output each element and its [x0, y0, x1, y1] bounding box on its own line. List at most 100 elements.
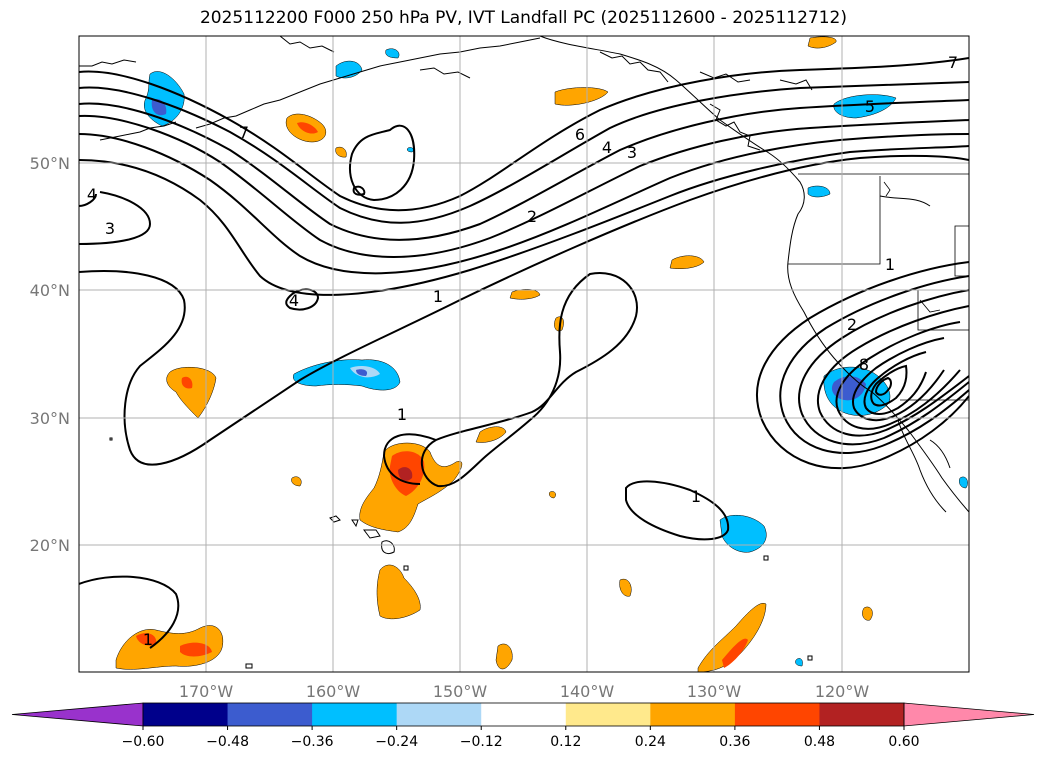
contour-label: 1: [691, 487, 701, 506]
colorbar-segment: [312, 703, 398, 726]
colorbar-segment: [481, 703, 567, 726]
colorbar-tick-label: 0.48: [804, 734, 835, 750]
colorbar-extend-high: [903, 702, 1035, 727]
shade-blob: [619, 578, 632, 597]
colorbar-tick-label: −0.36: [291, 734, 334, 750]
colorbar-segment: [396, 703, 482, 726]
pv-contour: [79, 575, 180, 649]
contour-label: 7: [948, 53, 958, 72]
pv-contour: [79, 145, 969, 296]
pv-contour: [79, 191, 152, 245]
pv-contour: [382, 433, 437, 485]
alaska-coast: [79, 36, 813, 141]
colorbar-segment: [143, 703, 229, 726]
colorbar-segment: [227, 703, 313, 726]
colorbar-tick-label: −0.60: [122, 734, 165, 750]
shade-blob: [833, 94, 897, 119]
contour-label: 5: [865, 97, 875, 116]
colorbar-segment: [819, 703, 905, 726]
shade-blob: [398, 467, 413, 481]
shade-blob: [495, 643, 513, 670]
colorbar: −0.60 −0.48 −0.36 −0.24 −0.12 0.12 0.24 0.36 0.4…: [11, 702, 1035, 750]
lat-label: 20°N: [30, 536, 70, 555]
colorbar-outline: [142, 702, 905, 727]
colorbar-segment: [734, 703, 820, 726]
shade-blob: [719, 514, 767, 553]
shade-blob: [697, 602, 767, 672]
map-background: [79, 36, 969, 672]
colorbar-tick-label: −0.48: [206, 734, 249, 750]
shade-blob: [475, 426, 507, 443]
map-content: 7 6 4 3 2 1 4 3 7 5 1 1 1 1 4 8 2: [79, 36, 969, 672]
pv-contour: [798, 289, 969, 446]
pv-contour: [79, 57, 969, 212]
shade-blob: [136, 633, 157, 646]
shade-blob: [297, 122, 318, 134]
pv-contour: [420, 272, 638, 488]
pv-contour: [79, 114, 969, 258]
contour-label: 2: [847, 315, 857, 334]
contour-label: 6: [575, 125, 585, 144]
pv-contour: [349, 124, 416, 202]
contour-label: 8: [859, 355, 869, 374]
contour-labels: 7 6 4 3 2 1 4 3 7 5 1 1 1 1 4 8 2: [87, 53, 958, 649]
pv-contour: [870, 364, 908, 407]
lon-label: 130°W: [687, 682, 742, 701]
colorbar-segment: [650, 703, 736, 726]
pv-contour: [352, 185, 366, 196]
shade-blob: [291, 476, 302, 487]
colorbar-tick-label: 0.60: [888, 734, 919, 750]
contour-label: 3: [627, 143, 637, 162]
lon-label: 140°W: [560, 682, 615, 701]
pv-contour: [835, 321, 961, 430]
map-title: 2025112200 F000 250 hPa PV, IVT Landfall…: [199, 8, 847, 28]
shade-blob: [181, 376, 193, 389]
latitude-labels: 50°N 40°N 30°N 20°N: [30, 154, 70, 555]
contour-label: 1: [433, 287, 443, 306]
colorbar-segment: [565, 703, 651, 726]
colorbar-tick-label: −0.24: [375, 734, 418, 750]
colorbar-tick-label: −0.12: [460, 734, 503, 750]
shade-blob: [862, 606, 873, 621]
contour-label: 1: [397, 405, 407, 424]
colorbar-extend-low: [11, 702, 144, 727]
colorbar-tick-label: 0.36: [719, 734, 750, 750]
contour-label: 4: [602, 138, 612, 157]
colorbar-tick-label: 0.24: [635, 734, 666, 750]
shade-blob: [959, 476, 968, 489]
contour-label: 1: [885, 255, 895, 274]
shade-blob: [385, 48, 400, 59]
negative-shading: [144, 48, 968, 667]
pv-contour: [79, 193, 97, 207]
shade-blob: [335, 146, 347, 158]
pv-contour: [79, 99, 969, 241]
pv-contours: [79, 57, 969, 649]
shade-blob: [722, 638, 748, 668]
pv-contour: [79, 81, 969, 224]
pv-contour: [79, 133, 969, 275]
shade-blob: [356, 369, 368, 376]
contour-label: 1: [143, 630, 153, 649]
lon-label: 170°W: [179, 682, 234, 701]
lon-label: 120°W: [815, 682, 870, 701]
contour-label: 4: [87, 185, 97, 204]
contour-label: 7: [239, 123, 249, 142]
shade-blob: [669, 255, 705, 269]
islands: [109, 437, 813, 669]
shade-blob: [795, 658, 803, 667]
shade-blob: [807, 36, 837, 49]
longitude-labels: 170°W 160°W 150°W 140°W 130°W 120°W: [179, 682, 870, 701]
pv-contour: [852, 337, 945, 422]
lat-label: 50°N: [30, 154, 70, 173]
lon-label: 160°W: [306, 682, 361, 701]
shade-blob: [807, 185, 831, 198]
contour-label: 4: [289, 291, 299, 310]
pv-contour: [779, 275, 969, 454]
graticule: [79, 36, 969, 672]
pv-contour: [756, 261, 969, 470]
shade-blob: [376, 564, 421, 620]
shade-blob: [406, 147, 414, 153]
map-frame: [78, 35, 970, 673]
lat-label: 40°N: [30, 281, 70, 300]
